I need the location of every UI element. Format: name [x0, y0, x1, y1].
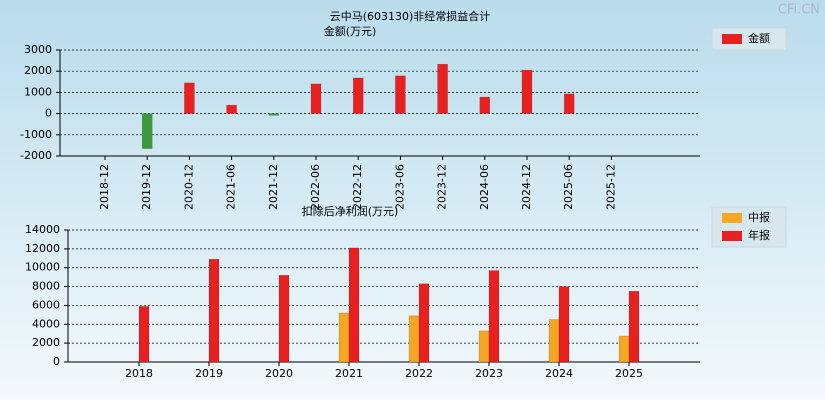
y-tick-label: 12000 — [25, 242, 60, 255]
y-tick-label: 3000 — [24, 43, 52, 56]
x-tick-label: 2021-06 — [225, 164, 238, 210]
bar — [558, 286, 570, 363]
bar — [618, 335, 630, 363]
bar — [478, 330, 490, 363]
x-tick-label: 2022 — [405, 367, 433, 380]
y-tick-label: 10000 — [25, 261, 60, 274]
legend-box — [711, 27, 787, 51]
bar — [418, 283, 430, 363]
x-tick-label: 2020 — [265, 367, 293, 380]
bar — [348, 247, 360, 363]
x-tick-label: 2024-12 — [520, 164, 533, 210]
bar — [437, 63, 448, 114]
x-tick-label: 2024-06 — [478, 164, 491, 210]
x-tick-label: 2019 — [195, 367, 223, 380]
bar — [628, 291, 640, 363]
x-tick-label: 2021-12 — [267, 164, 280, 210]
legend-swatch — [722, 231, 742, 241]
bar — [521, 69, 533, 114]
bar — [563, 93, 575, 114]
legend-label: 年报 — [748, 228, 770, 242]
x-tick-label: 2025-06 — [562, 164, 575, 210]
y-tick-label: 14000 — [25, 223, 60, 236]
bar — [278, 275, 290, 363]
x-tick-label: 2023 — [475, 367, 503, 380]
legend-swatch — [722, 213, 742, 223]
y-tick-label: 2000 — [32, 336, 60, 349]
bar — [395, 75, 406, 114]
bar — [268, 113, 280, 116]
bar — [548, 319, 560, 363]
legend-label: 中报 — [748, 210, 770, 224]
y-tick-label: 0 — [53, 355, 60, 368]
x-tick-label: 2023-06 — [393, 164, 406, 210]
bar — [488, 270, 500, 363]
bar — [184, 82, 195, 114]
x-tick-label: 2018 — [125, 367, 153, 380]
bar — [226, 104, 237, 114]
x-tick-label: 2025 — [615, 367, 643, 380]
watermark: CFi.CN — [778, 3, 820, 18]
chart-title: 云中马(603130)非经常损益合计 — [330, 9, 491, 23]
y-tick-label: 1000 — [24, 85, 52, 98]
y-tick-label: 4000 — [32, 317, 60, 330]
x-tick-label: 2019-12 — [140, 164, 153, 210]
bar — [338, 312, 350, 363]
y-tick-label: -1000 — [20, 128, 52, 141]
y-tick-label: 2000 — [24, 64, 52, 77]
y-tick-label: 0 — [45, 107, 52, 120]
bar — [352, 77, 364, 114]
x-tick-label: 2020-12 — [182, 164, 195, 210]
x-tick-label: 2022-06 — [309, 164, 322, 210]
legend-swatch — [722, 34, 742, 44]
y-tick-label: -2000 — [20, 149, 52, 162]
bar — [408, 315, 420, 363]
x-tick-label: 2021 — [335, 367, 363, 380]
y-axis-title: 金额(万元) — [324, 24, 377, 38]
x-tick-label: 2022-12 — [351, 164, 364, 210]
bar — [479, 96, 491, 114]
x-tick-label: 2024 — [545, 367, 573, 380]
bar — [310, 83, 322, 114]
x-tick-label: 2018-12 — [98, 164, 111, 210]
y-tick-label: 6000 — [32, 298, 60, 311]
bar — [208, 258, 220, 363]
y-tick-label: 8000 — [32, 280, 60, 293]
bar — [138, 306, 150, 363]
bar — [141, 113, 153, 149]
legend-label: 金额 — [748, 31, 770, 45]
x-tick-label: 2023-12 — [436, 164, 449, 210]
chart-title: 扣除后净利润(万元) — [302, 204, 399, 218]
x-tick-label: 2025-12 — [604, 164, 617, 210]
